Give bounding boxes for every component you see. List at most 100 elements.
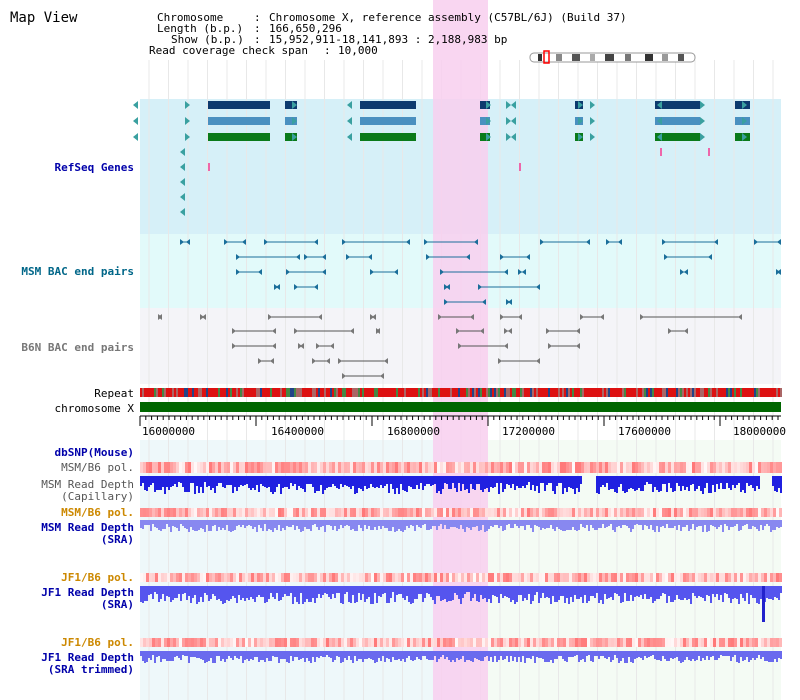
jf1-depth-sra-bar bbox=[372, 586, 374, 604]
jf1-depth-trimmed-bar bbox=[454, 651, 456, 662]
jf1-depth-trimmed-bar bbox=[534, 651, 536, 663]
jf1-depth-sra-bar bbox=[294, 586, 296, 597]
msm-depth-sra-bar bbox=[312, 520, 314, 525]
jf1-depth-trimmed-bar bbox=[236, 651, 238, 658]
track-label-dbsnp[interactable]: dbSNP(Mouse) bbox=[54, 446, 134, 459]
msm-b6-pol-cell bbox=[701, 508, 704, 517]
repeat-segment bbox=[720, 388, 722, 397]
repeat-segment bbox=[748, 388, 750, 397]
msm-depth-sra-bar bbox=[720, 520, 722, 525]
msm-depth-sra-bar bbox=[340, 520, 342, 525]
ideogram-band bbox=[625, 54, 631, 61]
repeat-segment bbox=[166, 388, 168, 397]
track-label-msm-bac[interactable]: MSM BAC end pairs bbox=[21, 265, 134, 278]
msm-depth-sra-bar bbox=[522, 520, 524, 526]
track-label-repeat[interactable]: Repeat bbox=[94, 387, 134, 400]
info-show-value: 15,952,911-18,141,893 : 2,188,983 bp bbox=[269, 33, 508, 46]
repeat-segment bbox=[690, 388, 692, 397]
refseq-arrow bbox=[486, 101, 491, 109]
jf1-b6-pol-cell bbox=[140, 638, 143, 647]
repeat-segment bbox=[370, 388, 372, 397]
jf1-depth-sra-bar bbox=[266, 586, 268, 602]
msm-depth-capillary-bar bbox=[628, 476, 630, 489]
msm-depth-sra-bar bbox=[500, 520, 502, 526]
msm-b6-pol-cell bbox=[599, 508, 602, 517]
msm-bac-end bbox=[258, 269, 262, 275]
jf1-b6-pol-cell bbox=[656, 638, 659, 647]
jf1-depth-sra-bar bbox=[768, 586, 770, 599]
track-label-jf1-b6-pol-1[interactable]: JF1/B6 pol. bbox=[61, 571, 134, 584]
msm-b6-pol-cell bbox=[449, 508, 452, 517]
jf1-b6-pol-cell bbox=[593, 573, 596, 582]
jf1-b6-pol-cell bbox=[590, 638, 593, 647]
repeat-segment bbox=[172, 388, 174, 397]
jf1-depth-sra-bar bbox=[444, 586, 446, 599]
repeat-segment bbox=[348, 388, 350, 397]
msm-depth-capillary-bar bbox=[418, 476, 420, 489]
jf1-b6-pol-cell bbox=[527, 573, 530, 582]
msm-bac-end bbox=[322, 269, 326, 275]
msm-depth-sra-bar bbox=[582, 520, 584, 527]
repeat-segment bbox=[378, 388, 380, 397]
msm-depth-sra-bar bbox=[478, 520, 480, 531]
jf1-depth-trimmed-bar bbox=[718, 651, 720, 658]
msm-b6-pol-cell bbox=[446, 462, 449, 473]
jf1-depth-sra-bar bbox=[286, 586, 288, 596]
repeat-segment bbox=[712, 388, 714, 397]
msm-b6-pol-cell bbox=[551, 462, 554, 473]
repeat-segment bbox=[710, 388, 712, 397]
msm-depth-sra-bar bbox=[466, 520, 468, 527]
track-label-b6n-bac[interactable]: B6N BAC end pairs bbox=[21, 341, 134, 354]
repeat-segment bbox=[396, 388, 398, 397]
track-label-msm-depth-capillary[interactable]: MSM Read Depth bbox=[41, 478, 134, 491]
msm-depth-capillary-bar bbox=[178, 476, 180, 482]
msm-b6-pol-cell bbox=[176, 462, 179, 473]
repeat-segment bbox=[472, 388, 474, 397]
jf1-b6-pol-cell bbox=[707, 638, 710, 647]
msm-b6-pol-cell bbox=[779, 508, 782, 517]
track-label-jf1-b6-pol-2[interactable]: JF1/B6 pol. bbox=[61, 636, 134, 649]
jf1-depth-trimmed-bar bbox=[612, 651, 614, 660]
msm-b6-pol-cell bbox=[620, 508, 623, 517]
msm-depth-sra-bar bbox=[458, 520, 460, 529]
refseq-marker bbox=[660, 148, 662, 156]
track-label-msm-depth-sra[interactable]: MSM Read Depth bbox=[41, 521, 134, 534]
track-label-refseq[interactable]: RefSeq Genes bbox=[54, 161, 134, 174]
track-label-jf1-depth-trimmed[interactable]: JF1 Read Depth bbox=[41, 651, 134, 664]
b6n-bac-end bbox=[272, 328, 276, 334]
jf1-depth-trimmed-bar bbox=[706, 651, 708, 656]
jf1-b6-pol-cell bbox=[152, 573, 155, 582]
msm-bac-end bbox=[540, 239, 544, 245]
msm-b6-pol-cell bbox=[629, 508, 632, 517]
track-label-msm-b6-pol-2[interactable]: MSM/B6 pol. bbox=[61, 506, 134, 519]
msm-depth-capillary-bar bbox=[638, 476, 640, 488]
msm-depth-capillary-bar bbox=[208, 476, 210, 486]
repeat-segment bbox=[726, 388, 728, 397]
repeat-segment bbox=[442, 388, 444, 397]
msm-depth-capillary-bar bbox=[562, 476, 564, 494]
jf1-b6-pol-cell bbox=[143, 573, 146, 582]
jf1-b6-pol-cell bbox=[461, 573, 464, 582]
msm-depth-capillary-bar bbox=[166, 476, 168, 487]
repeat-segment bbox=[334, 388, 336, 397]
track-label-msm-b6-pol-1[interactable]: MSM/B6 pol. bbox=[61, 461, 134, 474]
repeat-segment bbox=[532, 388, 534, 397]
repeat-segment bbox=[624, 388, 626, 397]
track-label-jf1-depth-sra[interactable]: JF1 Read Depth bbox=[41, 586, 134, 599]
repeat-segment bbox=[626, 388, 628, 397]
repeat-segment bbox=[530, 388, 532, 397]
msm-depth-capillary-bar bbox=[690, 476, 692, 485]
jf1-depth-trimmed-bar bbox=[726, 651, 728, 656]
jf1-depth-trimmed-bar bbox=[282, 651, 284, 659]
repeat-segment bbox=[634, 388, 636, 397]
msm-b6-pol-cell bbox=[191, 462, 194, 473]
jf1-depth-sra-bar bbox=[456, 586, 458, 595]
msm-depth-capillary-bar bbox=[452, 476, 454, 483]
jf1-b6-pol-cell bbox=[419, 638, 422, 647]
jf1-depth-sra-bar bbox=[772, 586, 774, 600]
jf1-depth-trimmed-bar bbox=[400, 651, 402, 661]
msm-b6-pol-cell bbox=[245, 508, 248, 517]
repeat-segment bbox=[610, 388, 612, 397]
msm-depth-sra-bar bbox=[758, 520, 760, 531]
